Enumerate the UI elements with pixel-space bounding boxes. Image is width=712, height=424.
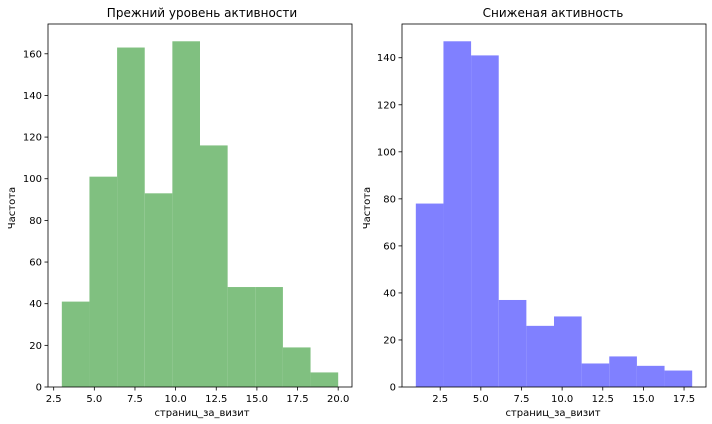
y-tick-label: 160 bbox=[23, 49, 42, 60]
histogram-bar bbox=[526, 325, 554, 387]
histogram-bar bbox=[471, 55, 499, 388]
x-tick-label: 15.0 bbox=[246, 394, 268, 405]
histogram-bar bbox=[89, 176, 118, 387]
x-tick-label: 2.5 bbox=[46, 394, 62, 405]
x-tick-label: 20.0 bbox=[327, 394, 349, 405]
y-tick-label: 80 bbox=[383, 194, 396, 205]
x-tick-label: 7.5 bbox=[127, 394, 143, 405]
histogram-bar bbox=[554, 316, 582, 387]
histogram-bar bbox=[609, 356, 637, 387]
histogram-bar bbox=[581, 363, 610, 387]
x-tick-label: 12.5 bbox=[205, 394, 227, 405]
histogram-bar bbox=[636, 365, 665, 387]
histogram-panel-reduced-activity: Сниженая активность страниц_за_визит Час… bbox=[362, 6, 707, 419]
y-tick-label: 60 bbox=[29, 258, 42, 269]
y-tick-label: 140 bbox=[377, 53, 396, 64]
y-axis-label: Частота bbox=[7, 187, 18, 229]
histogram-bar bbox=[282, 347, 311, 387]
y-tick-label: 100 bbox=[23, 174, 42, 185]
histogram-bars bbox=[415, 41, 693, 388]
x-tick-label: 10.0 bbox=[551, 394, 573, 405]
y-tick-label: 40 bbox=[383, 288, 396, 299]
y-tick-label: 0 bbox=[36, 383, 42, 394]
histogram-bar bbox=[664, 370, 693, 387]
chart-title: Прежний уровень активности bbox=[107, 6, 297, 20]
y-tick-label: 60 bbox=[383, 241, 396, 252]
histogram-bar bbox=[172, 41, 200, 387]
x-axis-label: страниц_за_визит bbox=[505, 408, 600, 419]
y-axis-label: Частота bbox=[362, 187, 373, 229]
histogram-bar bbox=[310, 372, 339, 387]
x-tick-label: 17.5 bbox=[673, 394, 695, 405]
x-tick-label: 12.5 bbox=[592, 394, 614, 405]
histogram-bar bbox=[61, 301, 90, 387]
x-tick-label: 17.5 bbox=[286, 394, 308, 405]
histogram-bar bbox=[200, 145, 228, 387]
histogram-bar bbox=[117, 47, 145, 387]
histogram-bars bbox=[61, 41, 339, 387]
histogram-bar bbox=[415, 203, 444, 387]
x-tick-label: 7.5 bbox=[514, 394, 530, 405]
x-axis-label: страниц_за_визит bbox=[154, 408, 249, 419]
x-tick-label: 2.5 bbox=[432, 394, 448, 405]
y-tick-label: 120 bbox=[377, 100, 396, 111]
y-tick-label: 80 bbox=[29, 216, 42, 227]
plot-frame bbox=[401, 23, 707, 388]
y-tick-label: 140 bbox=[23, 91, 42, 102]
plot-frame bbox=[47, 23, 353, 388]
histogram-bar bbox=[144, 193, 173, 387]
x-tick-label: 15.0 bbox=[632, 394, 654, 405]
y-tick-label: 40 bbox=[29, 299, 42, 310]
x-tick-label: 5.0 bbox=[86, 394, 102, 405]
histogram-bar bbox=[498, 299, 527, 387]
y-tick-label: 20 bbox=[383, 335, 396, 346]
histogram-bar bbox=[255, 287, 283, 387]
y-tick-label: 120 bbox=[23, 133, 42, 144]
histogram-bar bbox=[227, 287, 256, 387]
y-tick-label: 0 bbox=[390, 383, 396, 394]
x-tick-label: 10.0 bbox=[164, 394, 186, 405]
y-tick-label: 20 bbox=[29, 341, 42, 352]
histogram-panel-previous-activity: Прежний уровень активности страниц_за_ви… bbox=[7, 6, 353, 419]
y-tick-label: 100 bbox=[377, 147, 396, 158]
histogram-bar bbox=[443, 41, 472, 387]
chart-title: Сниженая активность bbox=[483, 6, 624, 20]
x-tick-label: 5.0 bbox=[473, 394, 489, 405]
